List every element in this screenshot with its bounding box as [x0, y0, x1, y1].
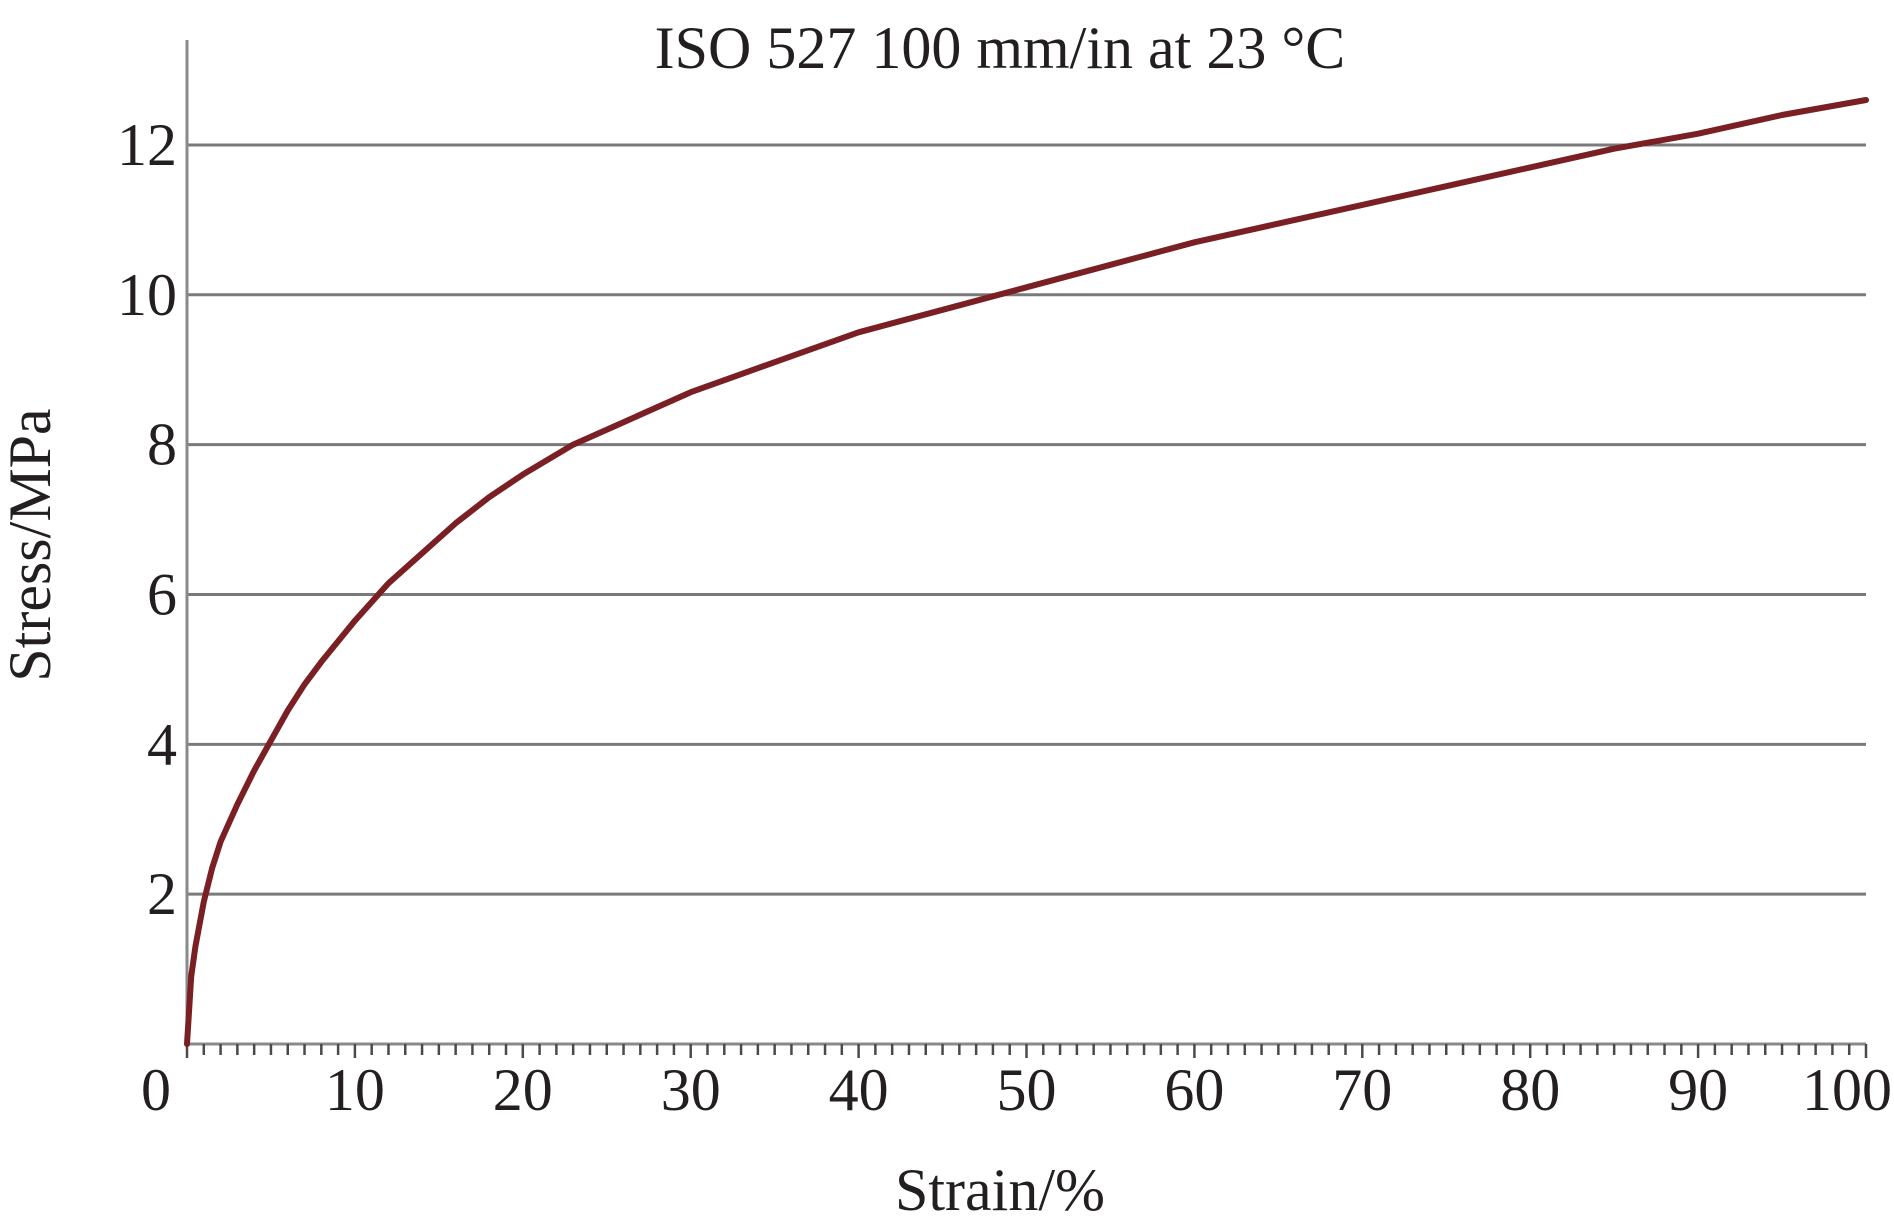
x-tick-label-90: 90: [1668, 1057, 1728, 1123]
y-axis-label: Stress/MPa: [0, 408, 63, 681]
x-tick-label-50: 50: [997, 1057, 1057, 1123]
x-tick-label-0: 0: [141, 1057, 171, 1123]
y-tick-label-8: 8: [147, 412, 177, 478]
x-tick-label-30: 30: [661, 1057, 721, 1123]
x-tick-label-80: 80: [1500, 1057, 1560, 1123]
grid-lines: [187, 143, 1866, 896]
y-tick-label-6: 6: [147, 561, 177, 627]
tick-labels: 0 10 20 30 40 50 60 70 80 90 100 2 4 6 8 10 12: [117, 112, 1892, 1123]
x-tick-label-20: 20: [493, 1057, 553, 1123]
y-tick-label-2: 2: [147, 861, 177, 927]
x-tick-label-40: 40: [829, 1057, 889, 1123]
axes: [185, 40, 1868, 1058]
x-tick-label-100: 100: [1802, 1057, 1892, 1123]
y-tick-label-4: 4: [147, 711, 177, 777]
x-tick-label-70: 70: [1332, 1057, 1392, 1123]
x-axis-label: Strain/%: [895, 1157, 1105, 1223]
y-tick-label-10: 10: [117, 262, 177, 328]
data-series: [184, 97, 1869, 1047]
x-tick-label-60: 60: [1164, 1057, 1224, 1123]
series-line-0: [184, 97, 1869, 1047]
x-tick-label-10: 10: [325, 1057, 385, 1123]
chart-title: ISO 527 100 mm/in at 23 °C: [655, 15, 1346, 81]
y-tick-label-12: 12: [117, 112, 177, 178]
